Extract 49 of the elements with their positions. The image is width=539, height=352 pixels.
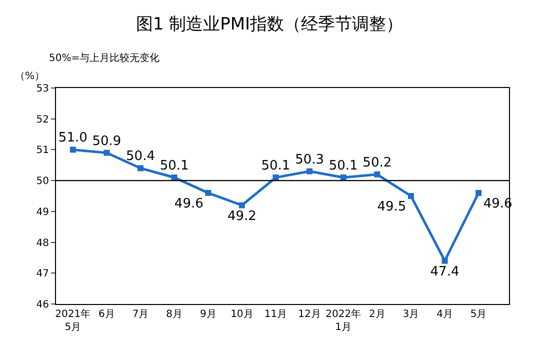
y-tick-label: 50 [36,176,49,188]
text: 49.6 [174,196,204,212]
text: 49.2 [227,208,256,224]
x-tick-label: 7月 [132,309,149,320]
point [104,150,110,156]
point [374,171,380,178]
point [238,202,245,208]
y-tick-label: 46 [36,300,49,310]
x-tick-label: 2021年 5月 [55,308,91,333]
text: 47.4 [430,264,460,280]
x-tick-label: 3月 [402,309,420,320]
x-tick-label: 4月 [436,309,453,320]
text: 50.9 [92,134,122,149]
y-tick-label: 48 [36,238,49,249]
y-tick-label: 53 [36,84,49,94]
x-tick-label: 8月 [166,309,183,320]
y-tick-label: 49 [36,206,49,218]
point [442,258,448,264]
point [138,165,144,172]
text: 51.0 [58,130,88,146]
point [272,174,279,180]
x-tick-label: 10月 [230,309,254,320]
text: 50.1 [160,158,189,174]
x-tick-label: 6月 [98,309,115,320]
x-tick-label: 12月 [298,309,321,320]
point [205,190,212,196]
text: 50.2 [362,155,392,170]
x-tick-label: 2月 [368,309,386,320]
y-tick-label: 47 [36,268,49,280]
point [70,146,76,153]
x-tick-label: 9月 [200,309,216,320]
point [476,190,482,196]
chart-title: 图1 制造业PMI指数（经季节调整） [136,14,404,34]
text: 50.1 [328,158,358,174]
point [408,193,414,199]
text: 49.5 [377,200,406,214]
y-tick-label: 51 [36,145,49,156]
y-axis-title: （%） [15,71,45,82]
x-tick-label: 5月 [470,309,487,320]
x-tick-label: 11月 [264,309,288,320]
text: 50.3 [295,152,324,168]
y-tick-label: 52 [36,114,49,126]
text: 50.1 [261,158,290,174]
text: 50.4 [126,149,155,164]
point [171,174,178,180]
x-tick-label: 2022年 1月 [326,308,362,333]
text: 50%=与上月比较无变化 [49,52,160,64]
point [306,168,313,174]
point [340,174,346,180]
